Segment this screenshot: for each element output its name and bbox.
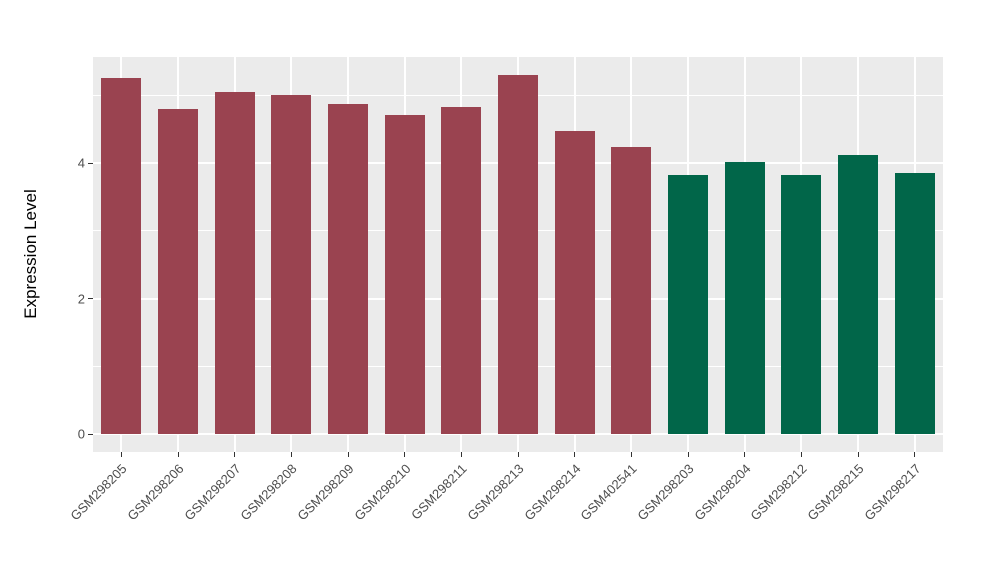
x-tick-label-GSM298215: GSM298215: [804, 461, 867, 524]
x-axis-tick: [460, 452, 462, 457]
x-tick-label-GSM298210: GSM298210: [351, 461, 414, 524]
bar-GSM298214: [554, 131, 595, 434]
x-tick-label-GSM298209: GSM298209: [294, 461, 357, 524]
x-axis-tick: [234, 452, 236, 457]
x-tick-label-GSM402541: GSM402541: [577, 461, 640, 524]
x-tick-label-GSM298206: GSM298206: [124, 461, 187, 524]
x-axis-tick: [687, 452, 689, 457]
x-axis-tick: [744, 452, 746, 457]
x-tick-label-GSM298211: GSM298211: [408, 461, 470, 523]
bar-GSM298215: [838, 154, 878, 434]
bar-GSM298209: [328, 104, 368, 434]
y-axis-tick: [88, 162, 93, 164]
bar-GSM298211: [441, 106, 482, 434]
x-axis-tick: [914, 452, 916, 457]
x-axis-tick: [290, 452, 292, 457]
y-tick-label: 4: [77, 155, 85, 171]
bar-GSM298212: [781, 174, 822, 434]
x-tick-label-GSM298208: GSM298208: [237, 461, 300, 524]
x-axis-tick: [517, 452, 519, 457]
y-tick-label: 0: [77, 426, 85, 442]
x-axis-tick: [177, 452, 179, 457]
bar-GSM298205: [101, 78, 142, 434]
bar-GSM402541: [611, 146, 652, 434]
bar-GSM298217: [894, 173, 935, 434]
bar-GSM298204: [724, 162, 765, 434]
x-tick-label-GSM298217: GSM298217: [861, 461, 924, 524]
y-tick-label: 2: [77, 291, 85, 306]
x-tick-label-GSM298207: GSM298207: [181, 461, 244, 524]
x-axis-tick: [574, 452, 576, 457]
x-axis-tick: [800, 452, 802, 457]
x-tick-label-GSM298214: GSM298214: [521, 461, 584, 524]
x-tick-label-GSM298204: GSM298204: [691, 461, 754, 524]
y-axis-tick: [88, 433, 93, 435]
bar-GSM298208: [271, 94, 312, 434]
x-axis-tick: [120, 452, 122, 457]
bar-GSM298203: [668, 174, 708, 434]
bar-GSM298207: [214, 91, 255, 434]
bar-GSM298206: [158, 108, 198, 434]
plot-panel: [93, 57, 943, 452]
x-axis-tick: [347, 452, 349, 457]
x-tick-label-GSM298205: GSM298205: [67, 461, 130, 524]
x-axis-tick: [404, 452, 406, 457]
x-tick-label-GSM298212: GSM298212: [747, 461, 810, 524]
bar-GSM298213: [498, 74, 538, 434]
x-tick-label-GSM298213: GSM298213: [464, 461, 527, 524]
x-tick-label-GSM298203: GSM298203: [634, 461, 697, 524]
bar-GSM298210: [384, 114, 425, 434]
x-axis-tick: [857, 452, 859, 457]
y-axis-title: Expression Level: [21, 189, 40, 319]
x-axis-tick: [630, 452, 632, 457]
y-axis-tick: [88, 298, 93, 299]
